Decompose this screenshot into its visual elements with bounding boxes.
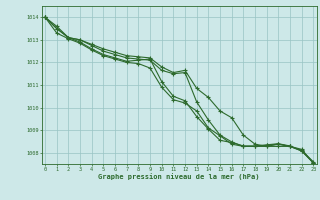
- X-axis label: Graphe pression niveau de la mer (hPa): Graphe pression niveau de la mer (hPa): [99, 173, 260, 180]
